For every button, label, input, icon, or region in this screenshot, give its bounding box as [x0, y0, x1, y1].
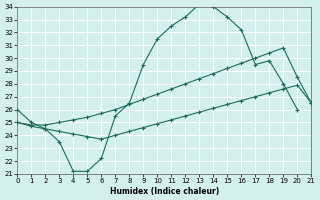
X-axis label: Humidex (Indice chaleur): Humidex (Indice chaleur) — [110, 187, 219, 196]
